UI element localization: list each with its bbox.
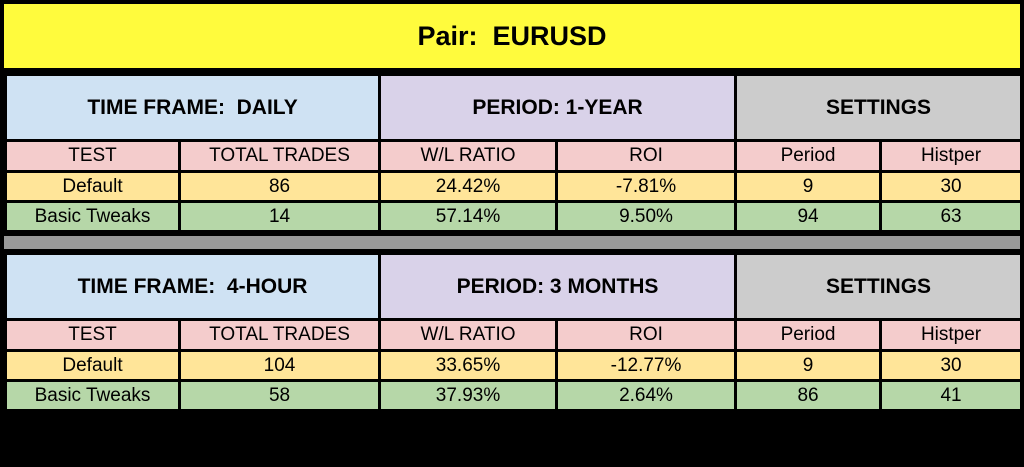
cell-roi: -12.77% <box>555 349 738 382</box>
col-header-test: TEST <box>4 318 181 352</box>
cell-total-trades: 104 <box>177 349 382 382</box>
cell-roi: 9.50% <box>555 200 738 233</box>
daily-section-header: TIME FRAME: DAILY PERIOD: 1-YEAR SETTING… <box>3 73 1024 142</box>
settings-header: SETTINGS <box>734 252 1024 321</box>
cell-wl-ratio: 57.14% <box>378 200 559 233</box>
table-row: Default 86 24.42% -7.81% 9 30 <box>4 170 1024 203</box>
cell-test: Default <box>4 170 181 203</box>
time-frame-header: TIME FRAME: 4-HOUR <box>3 252 382 321</box>
col-header-period: Period <box>734 318 883 352</box>
cell-period: 94 <box>734 200 883 233</box>
cell-roi: 2.64% <box>555 379 738 412</box>
col-header-test: TEST <box>4 139 181 173</box>
cell-wl-ratio: 37.93% <box>378 379 559 412</box>
period-header: PERIOD: 1-YEAR <box>378 73 738 142</box>
cell-test: Basic Tweaks <box>4 379 181 412</box>
four-hour-results-table: TIME FRAME: 4-HOUR PERIOD: 3 MONTHS SETT… <box>3 252 1024 412</box>
cell-wl-ratio: 24.42% <box>378 170 559 203</box>
pair-title: Pair: EURUSD <box>4 4 1020 73</box>
cell-roi: -7.81% <box>555 170 738 203</box>
period-header: PERIOD: 3 MONTHS <box>378 252 738 321</box>
table-row: Basic Tweaks 14 57.14% 9.50% 94 63 <box>4 200 1024 233</box>
daily-results-table: TIME FRAME: DAILY PERIOD: 1-YEAR SETTING… <box>3 73 1024 233</box>
col-header-total-trades: TOTAL TRADES <box>177 318 382 352</box>
section-divider <box>4 233 1020 252</box>
cell-period: 9 <box>734 170 883 203</box>
cell-period: 86 <box>734 379 883 412</box>
col-header-roi: ROI <box>555 139 738 173</box>
cell-test: Default <box>4 349 181 382</box>
cell-wl-ratio: 33.65% <box>378 349 559 382</box>
settings-header: SETTINGS <box>734 73 1024 142</box>
col-header-histper: Histper <box>879 139 1024 173</box>
cell-period: 9 <box>734 349 883 382</box>
col-header-period: Period <box>734 139 883 173</box>
four-hour-section-header: TIME FRAME: 4-HOUR PERIOD: 3 MONTHS SETT… <box>3 252 1024 321</box>
cell-histper: 41 <box>879 379 1024 412</box>
col-header-roi: ROI <box>555 318 738 352</box>
col-header-wl-ratio: W/L RATIO <box>378 139 559 173</box>
table-row: Basic Tweaks 58 37.93% 2.64% 86 41 <box>4 379 1024 412</box>
col-header-total-trades: TOTAL TRADES <box>177 139 382 173</box>
cell-total-trades: 86 <box>177 170 382 203</box>
cell-histper: 30 <box>879 349 1024 382</box>
four-hour-column-header-row: TEST TOTAL TRADES W/L RATIO ROI Period H… <box>4 318 1024 352</box>
col-header-wl-ratio: W/L RATIO <box>378 318 559 352</box>
cell-total-trades: 14 <box>177 200 382 233</box>
table-row: Default 104 33.65% -12.77% 9 30 <box>4 349 1024 382</box>
cell-total-trades: 58 <box>177 379 382 412</box>
cell-histper: 63 <box>879 200 1024 233</box>
cell-histper: 30 <box>879 170 1024 203</box>
col-header-histper: Histper <box>879 318 1024 352</box>
cell-test: Basic Tweaks <box>4 200 181 233</box>
time-frame-header: TIME FRAME: DAILY <box>3 73 382 142</box>
daily-column-header-row: TEST TOTAL TRADES W/L RATIO ROI Period H… <box>4 139 1024 173</box>
